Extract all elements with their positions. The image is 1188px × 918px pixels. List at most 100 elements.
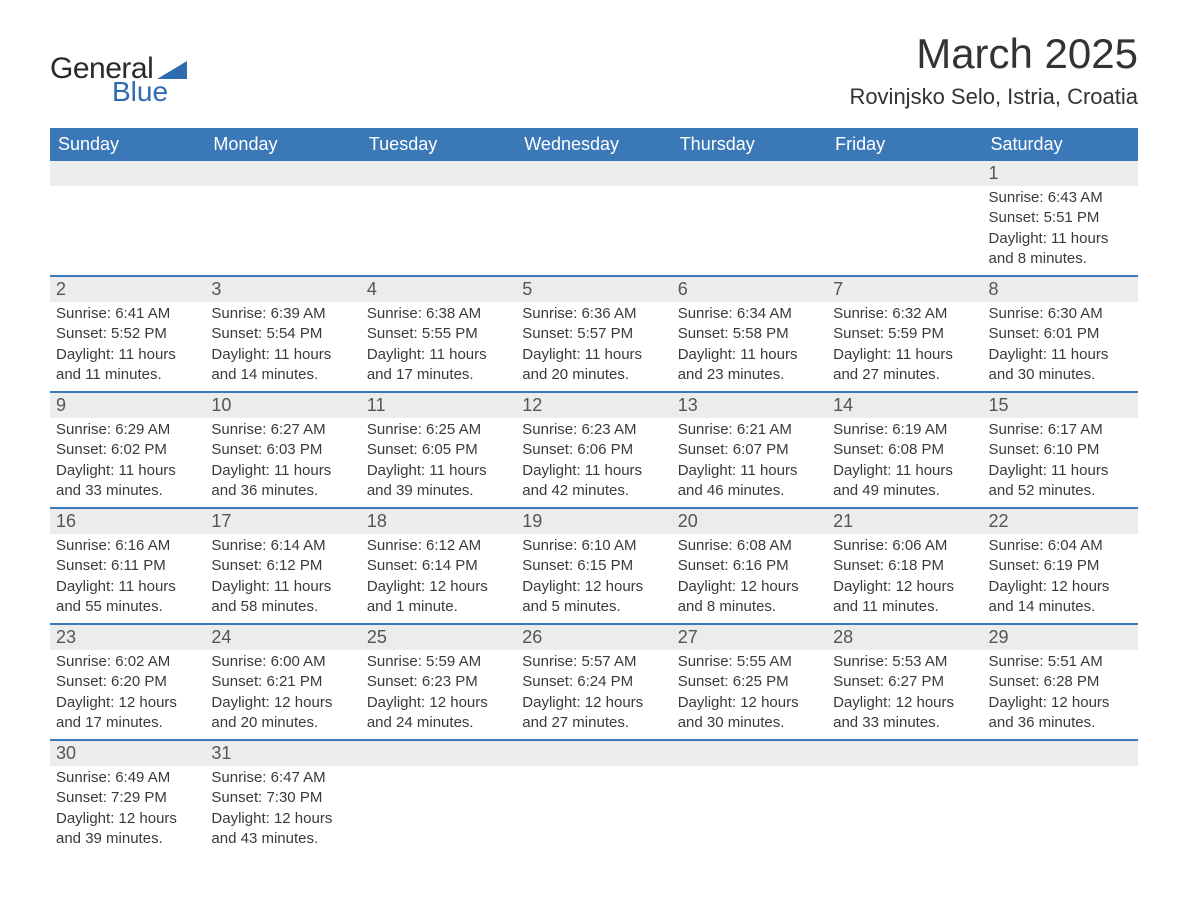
day-daylight1: Daylight: 12 hours (56, 693, 199, 713)
day-sunset: Sunset: 6:19 PM (989, 556, 1132, 576)
day-details: Sunrise: 5:59 AMSunset: 6:23 PMDaylight:… (361, 650, 516, 739)
day-details: Sunrise: 6:02 AMSunset: 6:20 PMDaylight:… (50, 650, 205, 739)
day-sunset: Sunset: 6:10 PM (989, 440, 1132, 460)
day-number: 21 (827, 509, 982, 534)
day-details: Sunrise: 6:12 AMSunset: 6:14 PMDaylight:… (361, 534, 516, 623)
calendar-day (205, 161, 360, 275)
day-number (516, 161, 671, 186)
day-sunrise: Sunrise: 5:59 AM (367, 652, 510, 672)
day-sunrise: Sunrise: 6:06 AM (833, 536, 976, 556)
day-sunrise: Sunrise: 6:49 AM (56, 768, 199, 788)
day-daylight2: and 11 minutes. (56, 365, 199, 385)
calendar-day (361, 741, 516, 855)
day-sunrise: Sunrise: 6:04 AM (989, 536, 1132, 556)
day-sunrise: Sunrise: 6:17 AM (989, 420, 1132, 440)
calendar-day: 12Sunrise: 6:23 AMSunset: 6:06 PMDayligh… (516, 393, 671, 507)
calendar-day: 9Sunrise: 6:29 AMSunset: 6:02 PMDaylight… (50, 393, 205, 507)
calendar-day: 2Sunrise: 6:41 AMSunset: 5:52 PMDaylight… (50, 277, 205, 391)
day-details: Sunrise: 6:41 AMSunset: 5:52 PMDaylight:… (50, 302, 205, 391)
day-sunset: Sunset: 6:28 PM (989, 672, 1132, 692)
day-sunset: Sunset: 5:58 PM (678, 324, 821, 344)
day-header: Wednesday (516, 128, 671, 161)
day-sunset: Sunset: 6:08 PM (833, 440, 976, 460)
calendar-day (983, 741, 1138, 855)
day-sunrise: Sunrise: 6:41 AM (56, 304, 199, 324)
day-daylight1: Daylight: 12 hours (833, 693, 976, 713)
day-details: Sunrise: 6:14 AMSunset: 6:12 PMDaylight:… (205, 534, 360, 623)
day-sunrise: Sunrise: 6:12 AM (367, 536, 510, 556)
calendar-week: 23Sunrise: 6:02 AMSunset: 6:20 PMDayligh… (50, 623, 1138, 739)
day-sunrise: Sunrise: 6:00 AM (211, 652, 354, 672)
day-daylight1: Daylight: 12 hours (989, 577, 1132, 597)
day-daylight2: and 36 minutes. (211, 481, 354, 501)
day-header: Sunday (50, 128, 205, 161)
calendar-day: 21Sunrise: 6:06 AMSunset: 6:18 PMDayligh… (827, 509, 982, 623)
day-sunrise: Sunrise: 5:53 AM (833, 652, 976, 672)
day-details: Sunrise: 6:49 AMSunset: 7:29 PMDaylight:… (50, 766, 205, 855)
day-daylight2: and 46 minutes. (678, 481, 821, 501)
day-daylight1: Daylight: 11 hours (678, 461, 821, 481)
day-sunset: Sunset: 5:55 PM (367, 324, 510, 344)
day-number: 20 (672, 509, 827, 534)
day-details: Sunrise: 6:39 AMSunset: 5:54 PMDaylight:… (205, 302, 360, 391)
calendar-day (361, 161, 516, 275)
day-sunset: Sunset: 6:23 PM (367, 672, 510, 692)
day-sunrise: Sunrise: 6:36 AM (522, 304, 665, 324)
day-daylight2: and 55 minutes. (56, 597, 199, 617)
day-daylight2: and 23 minutes. (678, 365, 821, 385)
day-details: Sunrise: 6:43 AMSunset: 5:51 PMDaylight:… (983, 186, 1138, 275)
day-sunrise: Sunrise: 6:23 AM (522, 420, 665, 440)
day-daylight1: Daylight: 11 hours (56, 577, 199, 597)
calendar-day: 23Sunrise: 6:02 AMSunset: 6:20 PMDayligh… (50, 625, 205, 739)
day-number (205, 161, 360, 186)
day-sunset: Sunset: 6:02 PM (56, 440, 199, 460)
day-number: 11 (361, 393, 516, 418)
day-daylight2: and 43 minutes. (211, 829, 354, 849)
day-number: 22 (983, 509, 1138, 534)
day-daylight2: and 11 minutes. (833, 597, 976, 617)
day-sunrise: Sunrise: 6:25 AM (367, 420, 510, 440)
day-header: Thursday (672, 128, 827, 161)
calendar-day: 15Sunrise: 6:17 AMSunset: 6:10 PMDayligh… (983, 393, 1138, 507)
month-title: March 2025 (849, 30, 1138, 78)
day-daylight1: Daylight: 11 hours (989, 229, 1132, 249)
day-sunset: Sunset: 6:12 PM (211, 556, 354, 576)
day-sunrise: Sunrise: 6:19 AM (833, 420, 976, 440)
day-number: 10 (205, 393, 360, 418)
day-daylight1: Daylight: 12 hours (989, 693, 1132, 713)
day-number (50, 161, 205, 186)
day-header: Tuesday (361, 128, 516, 161)
day-daylight2: and 27 minutes. (833, 365, 976, 385)
day-sunrise: Sunrise: 6:16 AM (56, 536, 199, 556)
day-daylight1: Daylight: 11 hours (989, 461, 1132, 481)
calendar-day: 13Sunrise: 6:21 AMSunset: 6:07 PMDayligh… (672, 393, 827, 507)
day-details: Sunrise: 6:23 AMSunset: 6:06 PMDaylight:… (516, 418, 671, 507)
day-details: Sunrise: 6:38 AMSunset: 5:55 PMDaylight:… (361, 302, 516, 391)
day-number (983, 741, 1138, 766)
day-number (672, 161, 827, 186)
day-details: Sunrise: 6:00 AMSunset: 6:21 PMDaylight:… (205, 650, 360, 739)
calendar-day (827, 161, 982, 275)
day-daylight1: Daylight: 12 hours (367, 693, 510, 713)
day-sunrise: Sunrise: 6:32 AM (833, 304, 976, 324)
calendar-day: 4Sunrise: 6:38 AMSunset: 5:55 PMDaylight… (361, 277, 516, 391)
day-sunset: Sunset: 6:14 PM (367, 556, 510, 576)
calendar-day: 11Sunrise: 6:25 AMSunset: 6:05 PMDayligh… (361, 393, 516, 507)
day-sunset: Sunset: 7:29 PM (56, 788, 199, 808)
day-daylight2: and 49 minutes. (833, 481, 976, 501)
day-daylight1: Daylight: 11 hours (522, 345, 665, 365)
day-details: Sunrise: 6:34 AMSunset: 5:58 PMDaylight:… (672, 302, 827, 391)
day-number: 14 (827, 393, 982, 418)
day-sunrise: Sunrise: 6:30 AM (989, 304, 1132, 324)
calendar-day: 8Sunrise: 6:30 AMSunset: 6:01 PMDaylight… (983, 277, 1138, 391)
day-sunrise: Sunrise: 6:14 AM (211, 536, 354, 556)
day-details: Sunrise: 6:32 AMSunset: 5:59 PMDaylight:… (827, 302, 982, 391)
day-daylight2: and 39 minutes. (56, 829, 199, 849)
title-block: March 2025 Rovinjsko Selo, Istria, Croat… (849, 30, 1138, 110)
day-number: 15 (983, 393, 1138, 418)
day-daylight1: Daylight: 11 hours (522, 461, 665, 481)
calendar-day (50, 161, 205, 275)
day-details: Sunrise: 6:06 AMSunset: 6:18 PMDaylight:… (827, 534, 982, 623)
calendar-day: 7Sunrise: 6:32 AMSunset: 5:59 PMDaylight… (827, 277, 982, 391)
day-daylight1: Daylight: 12 hours (522, 577, 665, 597)
